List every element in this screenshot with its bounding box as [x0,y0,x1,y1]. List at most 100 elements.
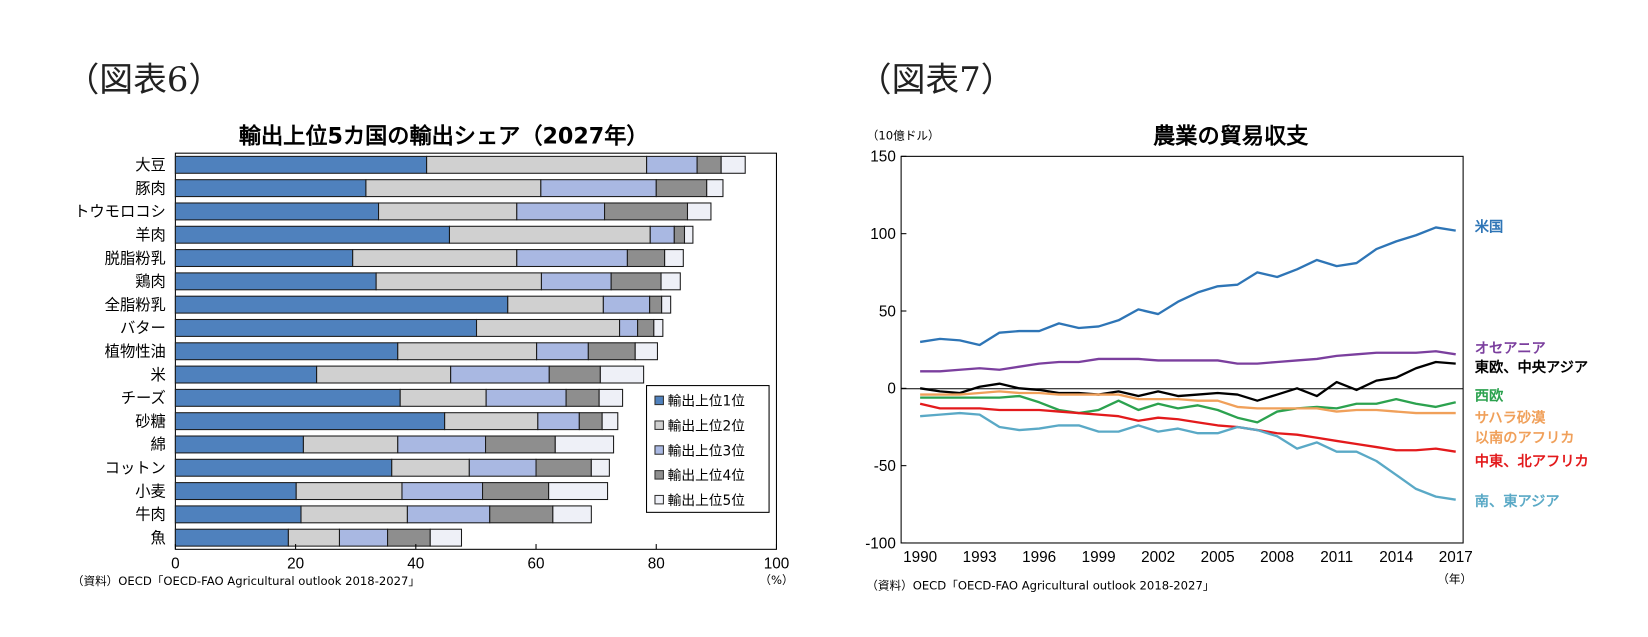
bar-segment-rank1 [174,365,318,384]
bar-segment-rank5 [720,155,746,174]
bar-segment-rank4 [604,202,689,221]
bar-segment-rank3 [450,365,550,384]
x-tick-label: 2011 [1320,549,1353,566]
bar-segment-rank1 [174,155,428,174]
bar-segment-rank1 [174,272,377,291]
series-line-5 [919,402,1456,453]
bar-segment-rank2 [316,365,452,384]
series-label: 東欧、中央アジア [1475,358,1588,376]
bar-segment-rank3 [338,528,389,547]
bar-segment-rank3 [516,202,606,221]
bar-segment-rank2 [444,412,539,431]
category-label: 牛肉 [135,506,166,524]
category-label: 全脂粉乳 [105,296,166,314]
series-label: 南、東アジア [1475,492,1560,510]
legend-swatch [654,494,664,505]
bar-segment-rank2 [426,155,648,174]
bar-segment-rank3 [485,388,567,407]
bar-segment-rank2 [375,272,542,291]
bar-segment-rank2 [302,435,399,454]
category-label: コットン [105,459,166,477]
bar-x-unit: （%） [759,573,793,587]
bar-segment-rank5 [683,225,694,244]
series-label: サハラ砂漠 [1475,409,1546,427]
bar-segment-rank2 [397,342,538,361]
bar-segment-rank5 [590,458,610,477]
series-line-1 [920,350,1456,373]
y-tick-label: 150 [870,149,896,166]
category-label: 砂糖 [135,412,166,430]
y-tick-label: 100 [870,226,896,243]
bar-chart-title: 輸出上位5カ国の輸出シェア（2027年） [239,123,649,150]
bar-segment-rank1 [174,505,302,524]
series-line-3 [920,394,1456,424]
x-tick-label: 60 [528,555,545,572]
legend-box [645,385,770,513]
y-tick-label: 0 [887,381,896,398]
bar-source-note: （資料）OECD「OECD-FAO Agricultural outlook 2… [72,574,420,588]
trade-balance-line-chart: 農業の貿易収支 （10億ドル） 150 100 50 0 -50 -100 1990 199… [865,124,1589,593]
bar-segment-rank4 [696,155,722,174]
bar-segment-rank4 [565,388,600,407]
bar-segment-rank1 [174,482,297,501]
category-label: チーズ [121,389,166,407]
legend-swatch [654,420,664,430]
x-tick-label: 100 [764,555,790,572]
bar-segment-rank3 [537,412,580,431]
x-tick-label: 1999 [1082,549,1116,566]
bar-segment-rank5 [686,202,712,221]
bar-segment-rank4 [535,458,592,477]
bar-segment-rank4 [482,482,550,501]
bar-segment-rank4 [489,505,554,524]
bar-segment-rank3 [536,342,589,361]
bar-segment-rank2 [507,295,604,314]
bar-segment-rank5 [599,365,645,384]
export-share-bar-chart: 輸出上位5カ国の輸出シェア（2027年） 大豆豚肉トウモロコシ羊肉脱脂粉乳鶏肉全… [72,123,794,589]
bar-segment-rank4 [578,412,603,431]
series-label: 中東、北アフリカ [1475,452,1589,470]
category-label: 豚肉 [135,179,166,197]
bar-segment-rank1 [174,179,367,198]
bar-segment-rank4 [387,528,431,547]
series-line-0 [919,226,1456,347]
bar-segment-rank2 [448,225,651,244]
bar-segment-rank1 [174,388,401,407]
bar-segment-rank5 [653,318,664,337]
bar-segment-rank1 [174,249,354,268]
bar-segment-rank4 [626,249,666,268]
bar-segment-rank5 [598,388,624,407]
series-line-6 [920,411,1456,501]
category-label: 植物性油 [105,343,166,361]
bar-segment-rank1 [174,295,509,314]
x-tick-label: 2014 [1379,549,1414,566]
category-label: 小麦 [135,482,166,500]
x-tick-label: 2002 [1141,549,1175,566]
category-label: 魚 [151,529,166,547]
category-label: 綿 [151,436,166,454]
bar-segment-rank5 [552,505,592,524]
series-line-4 [920,390,1456,415]
bar-segment-rank1 [174,202,380,221]
x-tick-label: 2008 [1260,549,1294,566]
bar-segment-rank1 [174,412,446,431]
bar-segment-rank4 [655,179,708,198]
bar-segment-rank5 [661,295,672,314]
bar-segment-rank4 [649,295,663,314]
bar-segment-rank1 [174,225,451,244]
series-label: 米国 [1475,217,1504,235]
y-tick-label: -100 [865,535,896,552]
bar-segment-rank2 [365,179,542,198]
series-line-2 [919,360,1456,402]
bar-segment-rank4 [610,272,662,291]
legend-swatch [654,445,664,455]
bar-segment-rank3 [602,295,651,314]
bar-segment-rank3 [468,458,537,477]
bar-segment-rank3 [406,505,491,524]
bar-segment-rank2 [295,482,403,501]
bar-segment-rank5 [706,179,724,198]
bar-segment-rank3 [649,225,675,244]
line-y-unit: （10億ドル） [867,128,940,142]
x-tick-label: 2005 [1201,549,1235,566]
x-tick-label: 1993 [963,549,997,566]
